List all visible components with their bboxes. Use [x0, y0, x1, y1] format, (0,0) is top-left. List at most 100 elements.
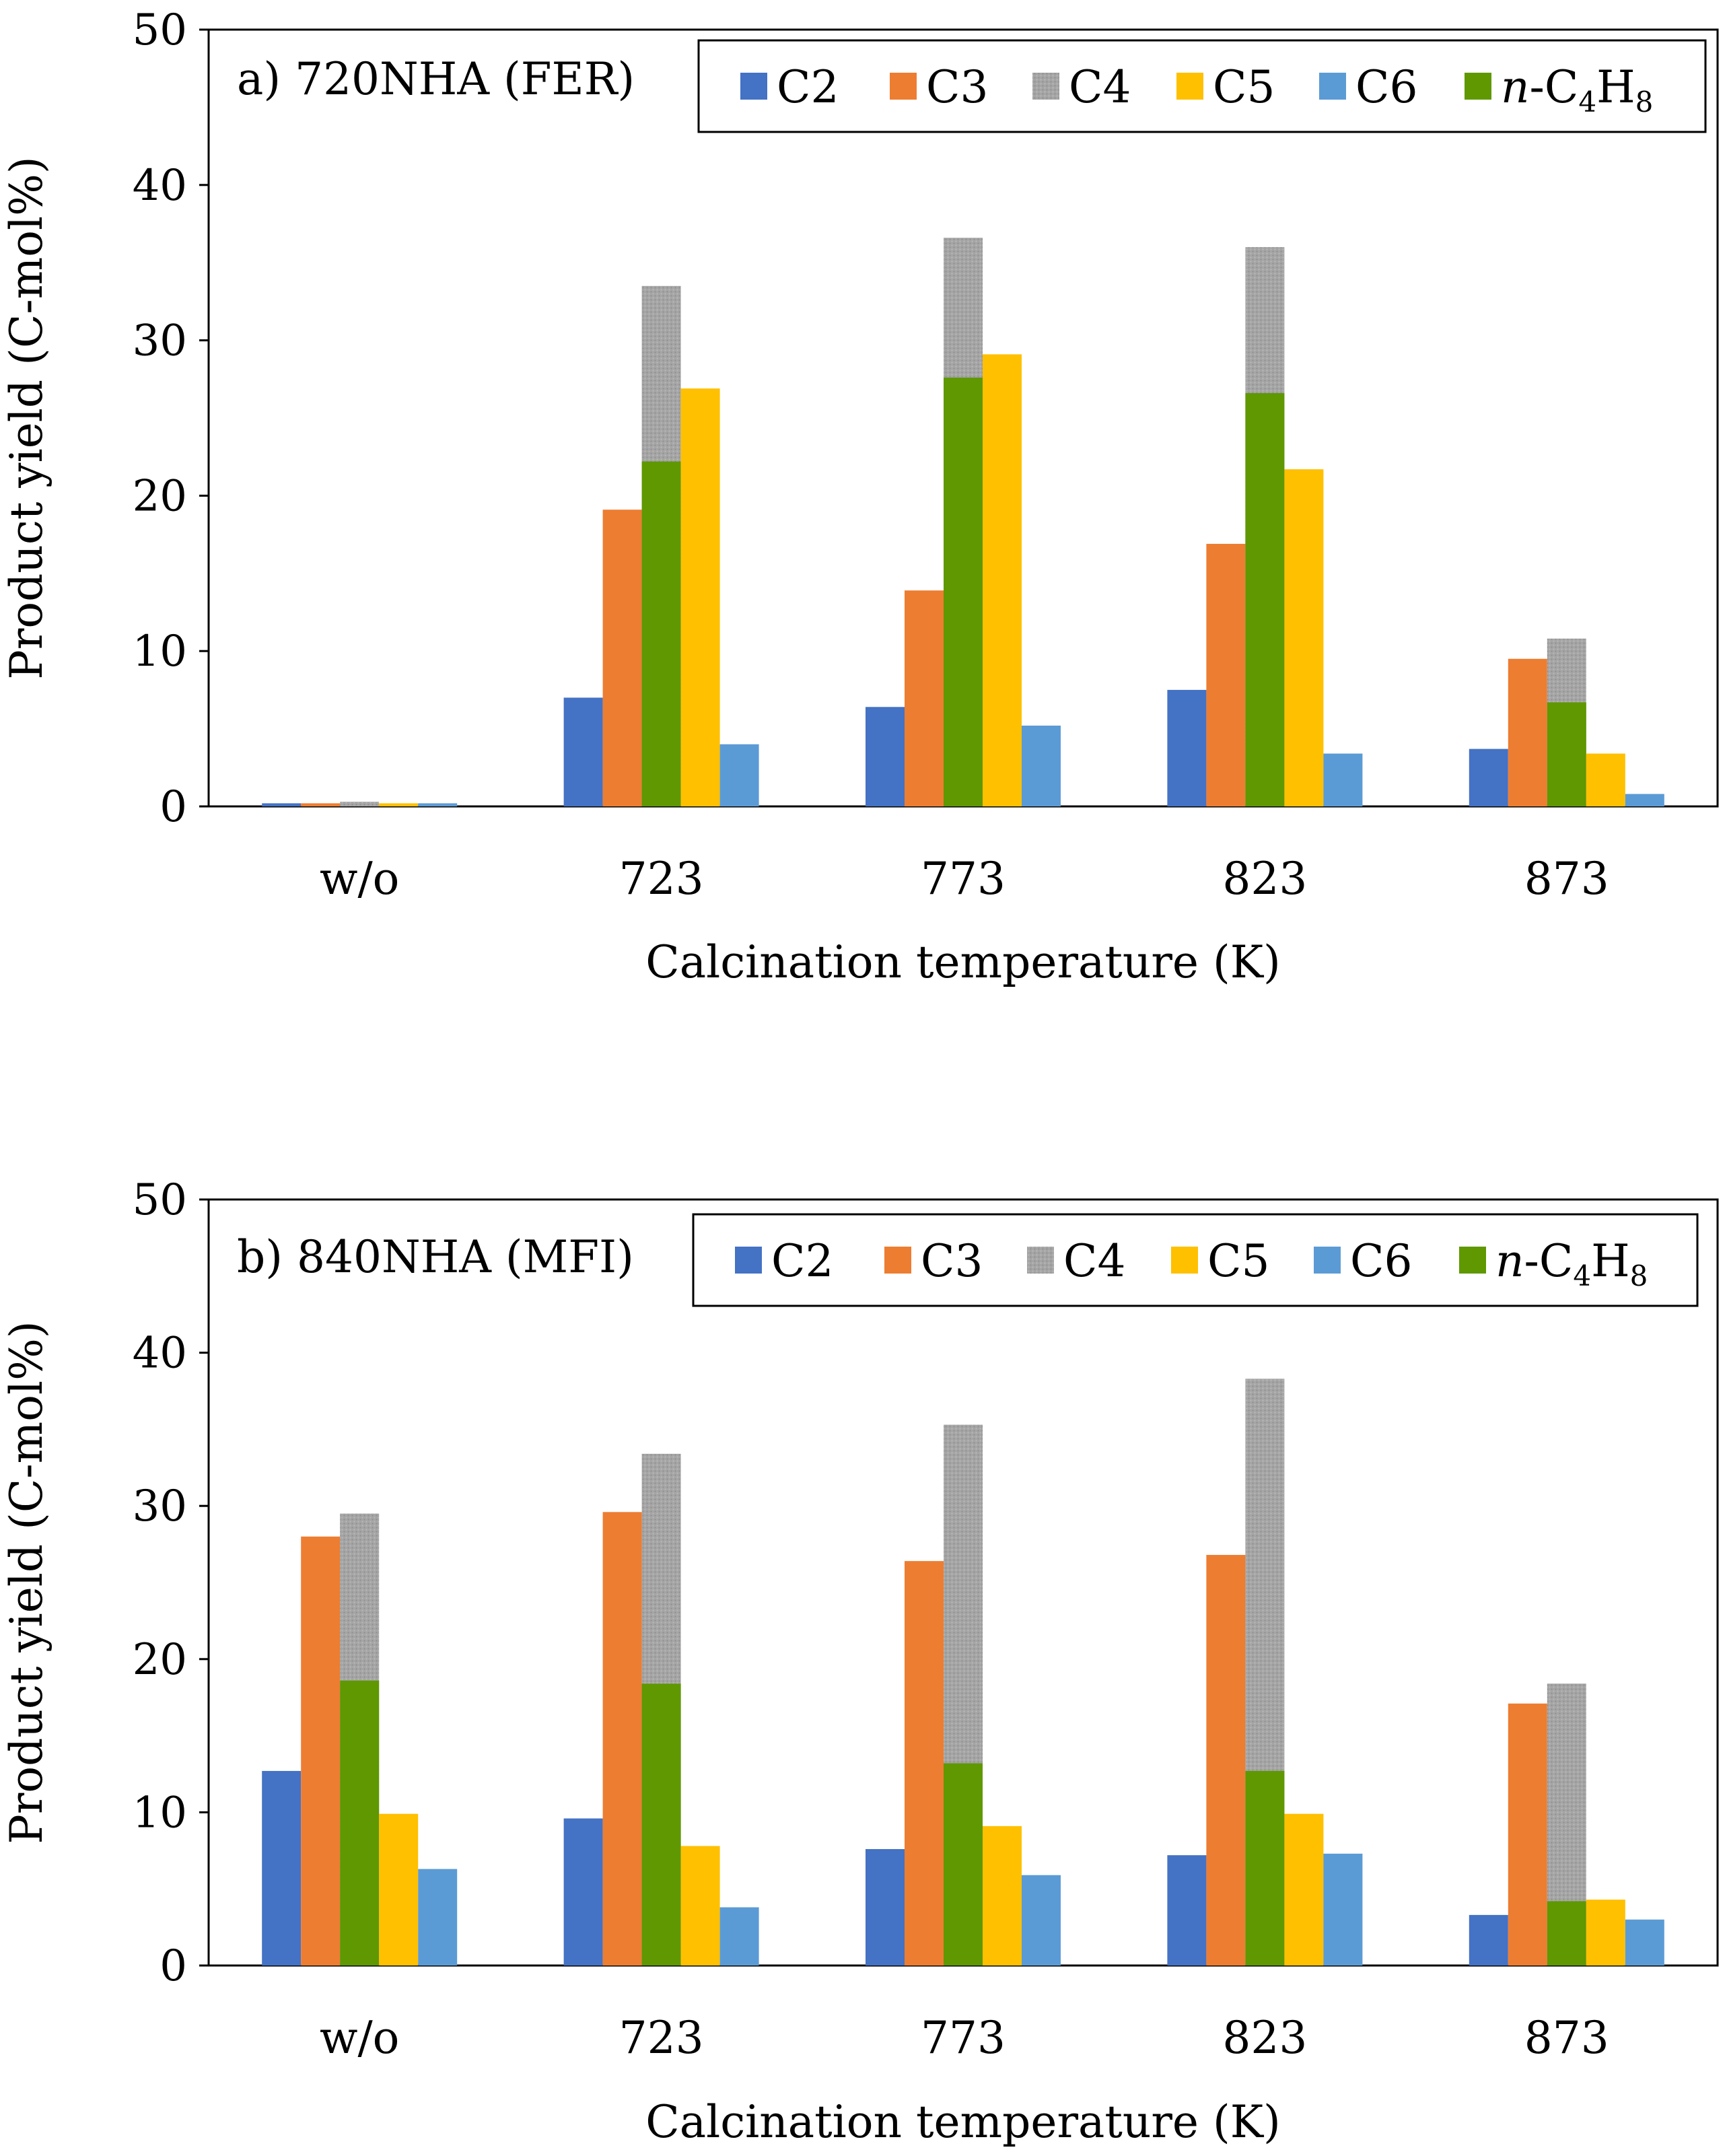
- legend-swatch-nc4h8: [1459, 1247, 1486, 1274]
- bar-c6-873: [1625, 1919, 1664, 1966]
- legend-swatch-c2: [740, 73, 767, 100]
- bar-c2-wo: [262, 1770, 302, 1966]
- bar-nc4h8-773: [944, 1763, 983, 1966]
- bar-c6-773: [1022, 1875, 1061, 1966]
- y-tick-label: 40: [133, 161, 187, 211]
- bar-c2-773: [866, 707, 905, 806]
- legend-swatch-c4: [1027, 1247, 1054, 1274]
- bar-c3-873: [1508, 1703, 1547, 1966]
- y-tick-label: 40: [133, 1329, 187, 1379]
- y-tick-label: 20: [133, 1635, 187, 1685]
- x-tick-label: 823: [1222, 853, 1307, 905]
- panel-title: a) 720NHA (FER): [237, 53, 635, 105]
- bar-c6-873: [1625, 794, 1664, 806]
- bar-c2-723: [563, 1818, 603, 1966]
- bar-c5-wo: [379, 803, 419, 806]
- bar-nc4h8-823: [1245, 393, 1285, 806]
- y-tick-label: 10: [133, 627, 187, 676]
- legend-swatch-c5: [1171, 1247, 1198, 1274]
- bar-c5-873: [1586, 1900, 1625, 1966]
- bar-c5-773: [983, 1825, 1022, 1966]
- bar-c5-823: [1284, 469, 1324, 806]
- x-tick-label: 873: [1524, 853, 1609, 905]
- bar-c2-873: [1469, 1914, 1508, 1966]
- x-tick-label: w/o: [320, 853, 399, 905]
- bar-c3-wo: [301, 803, 341, 806]
- bar-c2-823: [1167, 1855, 1207, 1966]
- y-tick-label: 30: [133, 1482, 187, 1531]
- bar-c6-773: [1022, 725, 1061, 806]
- legend-label-c6: C6: [1350, 1235, 1413, 1287]
- x-tick-label: 773: [921, 853, 1006, 905]
- bar-c2-723: [563, 697, 603, 806]
- bar-c3-823: [1206, 1555, 1246, 1966]
- x-tick-label: 773: [921, 2012, 1006, 2064]
- bar-c5-723: [680, 1846, 720, 1966]
- bar-c6-wo: [418, 803, 458, 806]
- chart-b: 0 10 20 30 40 50 Product yield (C-mol%) w/o 723 7…: [1, 1175, 1719, 2148]
- bar-c5-823: [1284, 1813, 1324, 1966]
- x-tick-label: w/o: [320, 2012, 399, 2064]
- legend-swatch-c3: [884, 1247, 911, 1274]
- x-axis-label: Calcination temperature (K): [645, 936, 1281, 988]
- bar-nc4h8-723: [641, 461, 681, 806]
- legend-swatch-c5: [1176, 73, 1203, 100]
- y-tick-label: 30: [133, 316, 187, 366]
- bar-c4-wo: [340, 802, 380, 806]
- bar-c3-723: [602, 510, 642, 806]
- legend-swatch-c3: [890, 73, 917, 100]
- bar-c6-wo: [418, 1869, 458, 1966]
- legend-label-c6: C6: [1355, 61, 1418, 113]
- bar-c3-773: [905, 1561, 944, 1966]
- bar-c6-823: [1323, 753, 1363, 806]
- legend-label-c3: C3: [921, 1235, 983, 1287]
- legend-label-c3: C3: [926, 61, 989, 113]
- x-tick-label: 873: [1524, 2012, 1609, 2064]
- legend-label-c2: C2: [777, 61, 839, 113]
- legend-swatch-c6: [1319, 73, 1346, 100]
- legend-label-c5: C5: [1213, 61, 1275, 113]
- legend-swatch-nc4h8: [1465, 73, 1491, 100]
- y-tick-label: 0: [160, 1941, 187, 1991]
- bar-c6-723: [719, 1907, 759, 1966]
- legend-label-nc4h8: n-C4H8: [1495, 1235, 1648, 1292]
- legend-swatch-c2: [735, 1247, 762, 1274]
- bar-c2-873: [1469, 749, 1508, 806]
- y-tick-label: 50: [133, 1175, 187, 1225]
- bar-nc4h8-723: [641, 1683, 681, 1966]
- bar-nc4h8-873: [1547, 1901, 1586, 1966]
- bar-c2-wo: [262, 803, 302, 806]
- x-tick-label: 723: [619, 2012, 704, 2064]
- legend-swatch-c6: [1314, 1247, 1341, 1274]
- panel-title: b) 840NHA (MFI): [237, 1231, 634, 1283]
- legend-swatch-c4: [1032, 73, 1059, 100]
- legend-label-c4: C4: [1069, 61, 1131, 113]
- bar-c3-773: [905, 590, 944, 806]
- legend-label-c5: C5: [1207, 1235, 1270, 1287]
- legend-label-c4: C4: [1063, 1235, 1126, 1287]
- legend-label-nc4h8: n-C4H8: [1501, 61, 1653, 118]
- bar-c3-823: [1206, 543, 1246, 806]
- y-tick-label: 20: [133, 471, 187, 521]
- bar-nc4h8-823: [1245, 1770, 1285, 1966]
- chart-a: 0 10 20 30 40 50 Product yield (C-mol%) w/o 723 7…: [1, 5, 1719, 988]
- y-tick-label: 50: [133, 5, 187, 55]
- y-axis-label: Product yield (C-mol%): [1, 1321, 52, 1844]
- legend-label-c2: C2: [771, 1235, 834, 1287]
- y-tick-label: 0: [160, 782, 187, 832]
- bar-nc4h8-wo: [340, 1680, 380, 1966]
- bar-c3-873: [1508, 658, 1547, 806]
- x-tick-label: 723: [619, 853, 704, 905]
- bar-c5-723: [680, 388, 720, 806]
- bar-nc4h8-873: [1547, 702, 1586, 806]
- bar-c6-723: [719, 744, 759, 806]
- y-tick-label: 10: [133, 1788, 187, 1838]
- bar-c2-773: [866, 1849, 905, 1966]
- x-axis-label: Calcination temperature (K): [645, 2096, 1281, 2148]
- bar-c3-723: [602, 1512, 642, 1966]
- bar-c5-wo: [379, 1813, 419, 1966]
- bar-c5-773: [983, 354, 1022, 806]
- y-axis-label: Product yield (C-mol%): [1, 156, 52, 679]
